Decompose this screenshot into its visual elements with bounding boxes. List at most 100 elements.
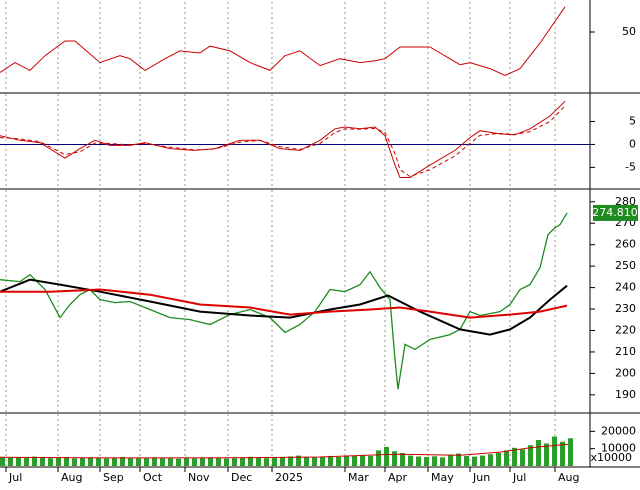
y-tick-label: 5 bbox=[629, 115, 636, 128]
volume-bar bbox=[104, 458, 109, 466]
y-tick-label: 200 bbox=[615, 366, 636, 379]
volume-bar bbox=[144, 458, 149, 466]
y-tick-label: 190 bbox=[615, 388, 636, 401]
x-tick-label: Aug bbox=[61, 471, 82, 484]
y-tick-label: 20000 bbox=[601, 424, 636, 437]
volume-bar bbox=[88, 457, 93, 466]
volume-bar bbox=[416, 456, 421, 466]
y-tick-label: 260 bbox=[615, 238, 636, 251]
volume-bar bbox=[352, 455, 357, 466]
volume-bar bbox=[288, 456, 293, 466]
volume-bar bbox=[528, 445, 533, 466]
volume-bar bbox=[448, 454, 453, 466]
x-tick-label: Nov bbox=[188, 471, 210, 484]
volume-bar bbox=[384, 446, 389, 466]
volume-bar bbox=[24, 458, 29, 466]
volume-bar bbox=[552, 436, 557, 466]
x-tick-label: 2025 bbox=[275, 471, 303, 484]
volume-bar bbox=[72, 458, 77, 466]
y-tick-label: 220 bbox=[615, 323, 636, 336]
volume-bar bbox=[456, 453, 461, 466]
volume-bar bbox=[96, 458, 101, 466]
x-tick-label: Jul bbox=[8, 471, 22, 484]
volume-bar bbox=[264, 458, 269, 466]
volume-bar bbox=[8, 457, 13, 466]
volume-bar bbox=[120, 456, 125, 466]
volume-bar bbox=[408, 455, 413, 466]
volume-bar bbox=[32, 456, 37, 466]
volume-bar bbox=[256, 457, 261, 466]
x-tick-label: Oct bbox=[143, 471, 163, 484]
volume-bar bbox=[184, 458, 189, 466]
volume-bar bbox=[464, 455, 469, 466]
volume-bar bbox=[216, 458, 221, 466]
volume-bar bbox=[232, 458, 237, 466]
volume-bar bbox=[320, 456, 325, 466]
unit-label: x10000 bbox=[590, 451, 632, 464]
volume-bar bbox=[328, 455, 333, 466]
volume-bar bbox=[152, 457, 157, 466]
volume-bar bbox=[208, 457, 213, 466]
volume-bar bbox=[112, 457, 117, 466]
volume-bar bbox=[424, 456, 429, 466]
series-line bbox=[0, 288, 568, 319]
volume-bar bbox=[224, 458, 229, 466]
series-line bbox=[0, 105, 566, 178]
volume-bar bbox=[296, 455, 301, 466]
x-tick-label: Mar bbox=[348, 471, 369, 484]
volume-bar bbox=[480, 455, 485, 466]
y-tick-label: 10000 bbox=[601, 442, 636, 455]
y-tick-label: 0 bbox=[629, 137, 636, 150]
volume-bar bbox=[192, 458, 197, 466]
volume-bar bbox=[40, 457, 45, 466]
volume-bar bbox=[560, 441, 565, 466]
volume-bar bbox=[472, 456, 477, 466]
volume-bar bbox=[280, 457, 285, 466]
volume-bar bbox=[240, 457, 245, 466]
volume-bar bbox=[272, 457, 277, 466]
volume-bar bbox=[432, 456, 437, 466]
volume-bar bbox=[544, 443, 549, 466]
y-tick-label: 250 bbox=[615, 259, 636, 272]
volume-bar bbox=[496, 453, 501, 466]
series-line bbox=[0, 212, 568, 390]
volume-bar bbox=[0, 456, 5, 466]
x-tick-label: Jun bbox=[472, 471, 490, 484]
volume-bar bbox=[392, 451, 397, 466]
volume-bar bbox=[200, 457, 205, 466]
volume-bar bbox=[344, 456, 349, 466]
volume-bar bbox=[360, 455, 365, 466]
volume-bar bbox=[512, 447, 517, 466]
volume-bar bbox=[504, 450, 509, 466]
x-tick-label: Apr bbox=[388, 471, 408, 484]
y-tick-label: 240 bbox=[615, 281, 636, 294]
volume-bar bbox=[536, 440, 541, 466]
volume-bar bbox=[336, 456, 341, 466]
last-price-box bbox=[593, 204, 638, 221]
volume-bar bbox=[488, 454, 493, 466]
volume-bar bbox=[312, 457, 317, 466]
volume-bar bbox=[304, 456, 309, 466]
volume-bar bbox=[440, 457, 445, 466]
x-tick-label: Aug bbox=[558, 471, 579, 484]
volume-bar bbox=[128, 457, 133, 466]
y-tick-label: 230 bbox=[615, 302, 636, 315]
x-tick-label: Jul bbox=[512, 471, 526, 484]
volume-bar bbox=[568, 438, 573, 466]
x-tick-label: Sep bbox=[103, 471, 124, 484]
volume-bar bbox=[368, 455, 373, 466]
volume-bar bbox=[160, 458, 165, 466]
volume-bar bbox=[400, 453, 405, 466]
last-price-label: 274.810 bbox=[592, 206, 638, 219]
y-tick-label: -5 bbox=[625, 160, 636, 173]
x-tick-label: May bbox=[431, 471, 454, 484]
volume-bar bbox=[376, 450, 381, 466]
volume-bar bbox=[80, 457, 85, 466]
y-tick-label: 280 bbox=[615, 195, 636, 208]
x-tick-label: Dec bbox=[231, 471, 252, 484]
volume-bar bbox=[176, 458, 181, 466]
volume-bar bbox=[48, 458, 53, 466]
volume-bar bbox=[136, 458, 141, 466]
